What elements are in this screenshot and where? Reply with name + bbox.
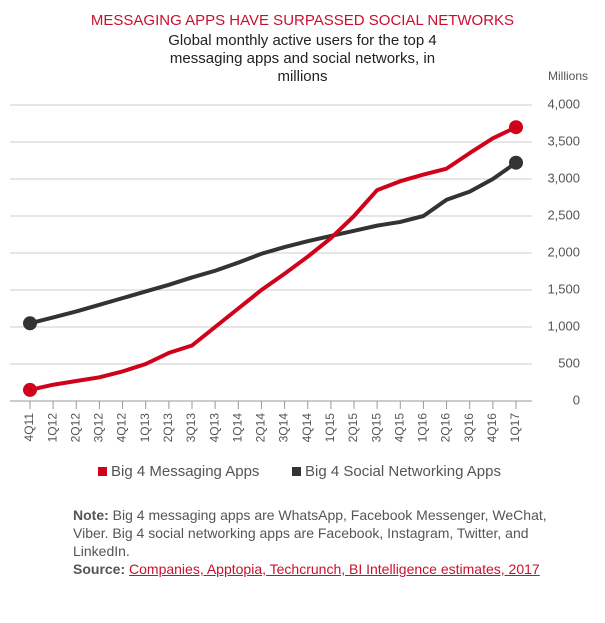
- chart-title: MESSAGING APPS HAVE SURPASSED SOCIAL NET…: [90, 12, 515, 29]
- legend-swatch: [98, 467, 107, 476]
- x-tick-label: 1Q16: [416, 413, 430, 443]
- legend-swatch: [292, 467, 301, 476]
- x-tick-label: 3Q15: [369, 413, 383, 443]
- y-tick-label: 3,000: [547, 170, 580, 185]
- x-tick-label: 2Q14: [254, 413, 268, 443]
- legend-label: Big 4 Social Networking Apps: [305, 463, 501, 480]
- x-tick-label: 3Q16: [462, 413, 476, 443]
- chart: Millions 0 500 1,000 1,500 2,000 2,500 3,000 3,…: [10, 69, 588, 480]
- y-tick-label: 2,000: [547, 244, 580, 259]
- y-tick-label: 1,000: [547, 318, 580, 333]
- x-tick-label: 1Q12: [45, 413, 59, 443]
- series-line: [29, 125, 517, 392]
- x-tick-label: 1Q17: [508, 413, 522, 443]
- x-tick-label: 2Q15: [346, 413, 360, 443]
- x-tick-label: 1Q14: [230, 413, 244, 443]
- y-tick-label: 500: [558, 355, 580, 370]
- end-marker: [23, 382, 37, 397]
- y-tick-label: 0: [573, 392, 580, 407]
- y-tick-label: 2,500: [547, 207, 580, 222]
- note-text: Big 4 messaging apps are WhatsApp, Faceb…: [73, 507, 547, 559]
- y-tick-label: 3,500: [547, 133, 580, 148]
- note-label: Note:: [73, 507, 109, 523]
- end-marker: [509, 155, 523, 170]
- x-tick-label: 4Q16: [485, 413, 499, 443]
- note: Note: Big 4 messaging apps are WhatsApp,…: [73, 506, 573, 560]
- x-tick-label: 1Q13: [138, 413, 152, 443]
- x-tick-label: 4Q13: [207, 413, 221, 443]
- series-line: [29, 161, 518, 326]
- y-tick-label: 1,500: [547, 281, 580, 296]
- x-tick-label: 1Q15: [323, 413, 337, 443]
- end-marker: [509, 120, 523, 135]
- y-tick-label: 4,000: [547, 96, 580, 111]
- x-tick-label: 2Q12: [68, 413, 82, 443]
- x-tick-label: 4Q14: [300, 413, 314, 443]
- x-tick-label: 3Q14: [277, 413, 291, 443]
- x-tick-label: 2Q13: [161, 413, 175, 443]
- x-tick-label: 4Q11: [22, 413, 36, 442]
- x-tick-label: 3Q12: [92, 413, 106, 443]
- end-marker: [23, 316, 37, 331]
- source: Source: Companies, Apptopia, Techcrunch,…: [73, 560, 573, 578]
- x-tick-label: 2Q16: [439, 413, 453, 443]
- source-text: Companies, Apptopia, Techcrunch, BI Inte…: [129, 561, 540, 577]
- notes: Note: Big 4 messaging apps are WhatsApp,…: [73, 506, 573, 578]
- y-axis-label: Millions: [548, 69, 588, 83]
- x-tick-label: 4Q12: [115, 413, 129, 443]
- source-label: Source:: [73, 561, 126, 577]
- x-tick-label: 3Q13: [184, 413, 198, 443]
- legend-label: Big 4 Messaging Apps: [111, 463, 259, 480]
- x-tick-label: 4Q15: [392, 413, 406, 443]
- chart-subtitle: Global monthly active users for the top …: [168, 32, 437, 85]
